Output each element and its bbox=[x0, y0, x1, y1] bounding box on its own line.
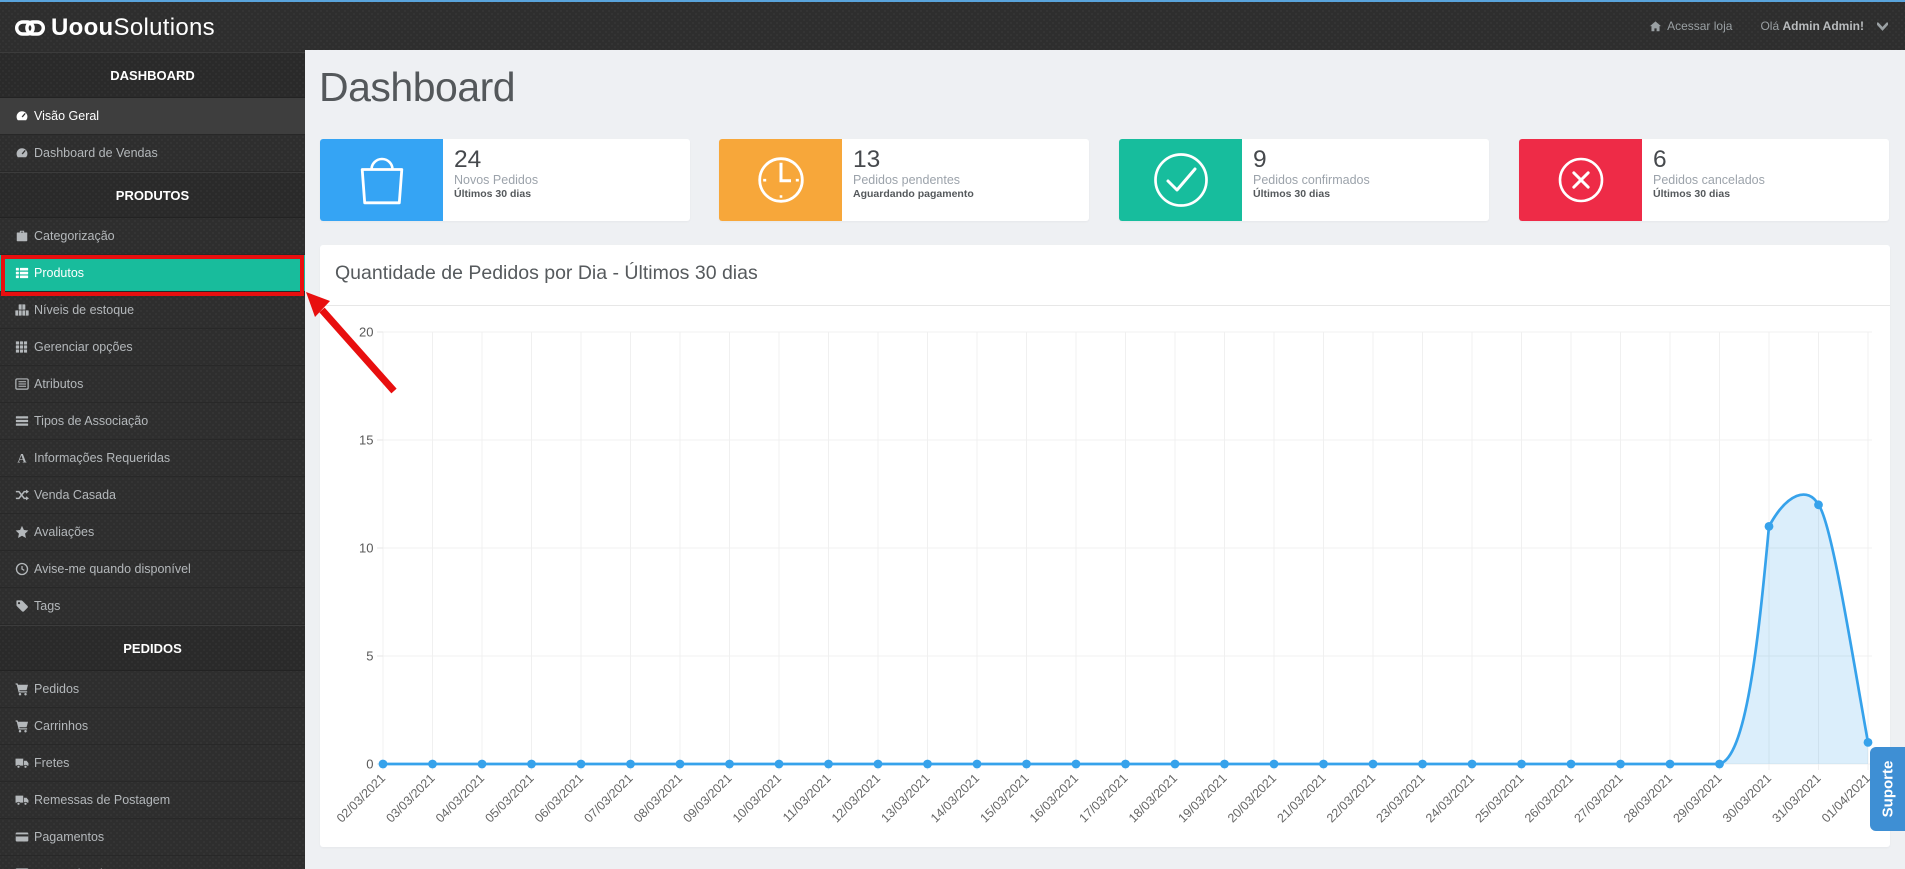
svg-text:A: A bbox=[17, 451, 27, 465]
svg-text:11/03/2021: 11/03/2021 bbox=[780, 771, 834, 825]
svg-text:05/03/2021: 05/03/2021 bbox=[482, 771, 536, 825]
svg-text:27/03/2021: 27/03/2021 bbox=[1571, 771, 1625, 825]
svg-text:22/03/2021: 22/03/2021 bbox=[1324, 771, 1378, 825]
svg-text:10: 10 bbox=[359, 541, 373, 556]
svg-text:10/03/2021: 10/03/2021 bbox=[730, 771, 784, 825]
svg-text:12/03/2021: 12/03/2021 bbox=[829, 771, 883, 825]
svg-text:09/03/2021: 09/03/2021 bbox=[680, 771, 734, 825]
svg-text:07/03/2021: 07/03/2021 bbox=[581, 771, 635, 825]
svg-text:30/03/2021: 30/03/2021 bbox=[1720, 771, 1774, 825]
svg-text:28/03/2021: 28/03/2021 bbox=[1621, 771, 1675, 825]
svg-text:25/03/2021: 25/03/2021 bbox=[1472, 771, 1526, 825]
svg-text:24/03/2021: 24/03/2021 bbox=[1423, 771, 1477, 825]
svg-text:03/03/2021: 03/03/2021 bbox=[383, 771, 437, 825]
svg-text:0: 0 bbox=[366, 757, 373, 772]
svg-text:18/03/2021: 18/03/2021 bbox=[1126, 771, 1180, 825]
svg-text:08/03/2021: 08/03/2021 bbox=[631, 771, 685, 825]
svg-text:14/03/2021: 14/03/2021 bbox=[928, 771, 982, 825]
svg-text:17/03/2021: 17/03/2021 bbox=[1076, 771, 1130, 825]
svg-text:06/03/2021: 06/03/2021 bbox=[532, 771, 586, 825]
svg-text:20: 20 bbox=[359, 325, 373, 340]
svg-text:26/03/2021: 26/03/2021 bbox=[1522, 771, 1576, 825]
svg-text:04/03/2021: 04/03/2021 bbox=[433, 771, 487, 825]
svg-text:20/03/2021: 20/03/2021 bbox=[1225, 771, 1279, 825]
svg-text:21/03/2021: 21/03/2021 bbox=[1274, 771, 1328, 825]
svg-text:19/03/2021: 19/03/2021 bbox=[1175, 771, 1229, 825]
svg-text:01/04/2021: 01/04/2021 bbox=[1819, 771, 1873, 825]
svg-text:13/03/2021: 13/03/2021 bbox=[878, 771, 932, 825]
svg-text:5: 5 bbox=[366, 649, 373, 664]
svg-text:31/03/2021: 31/03/2021 bbox=[1769, 771, 1823, 825]
svg-text:15: 15 bbox=[359, 433, 373, 448]
svg-text:23/03/2021: 23/03/2021 bbox=[1373, 771, 1427, 825]
svg-text:29/03/2021: 29/03/2021 bbox=[1670, 771, 1724, 825]
svg-text:15/03/2021: 15/03/2021 bbox=[977, 771, 1031, 825]
svg-text:16/03/2021: 16/03/2021 bbox=[1027, 771, 1081, 825]
svg-text:02/03/2021: 02/03/2021 bbox=[334, 771, 388, 825]
